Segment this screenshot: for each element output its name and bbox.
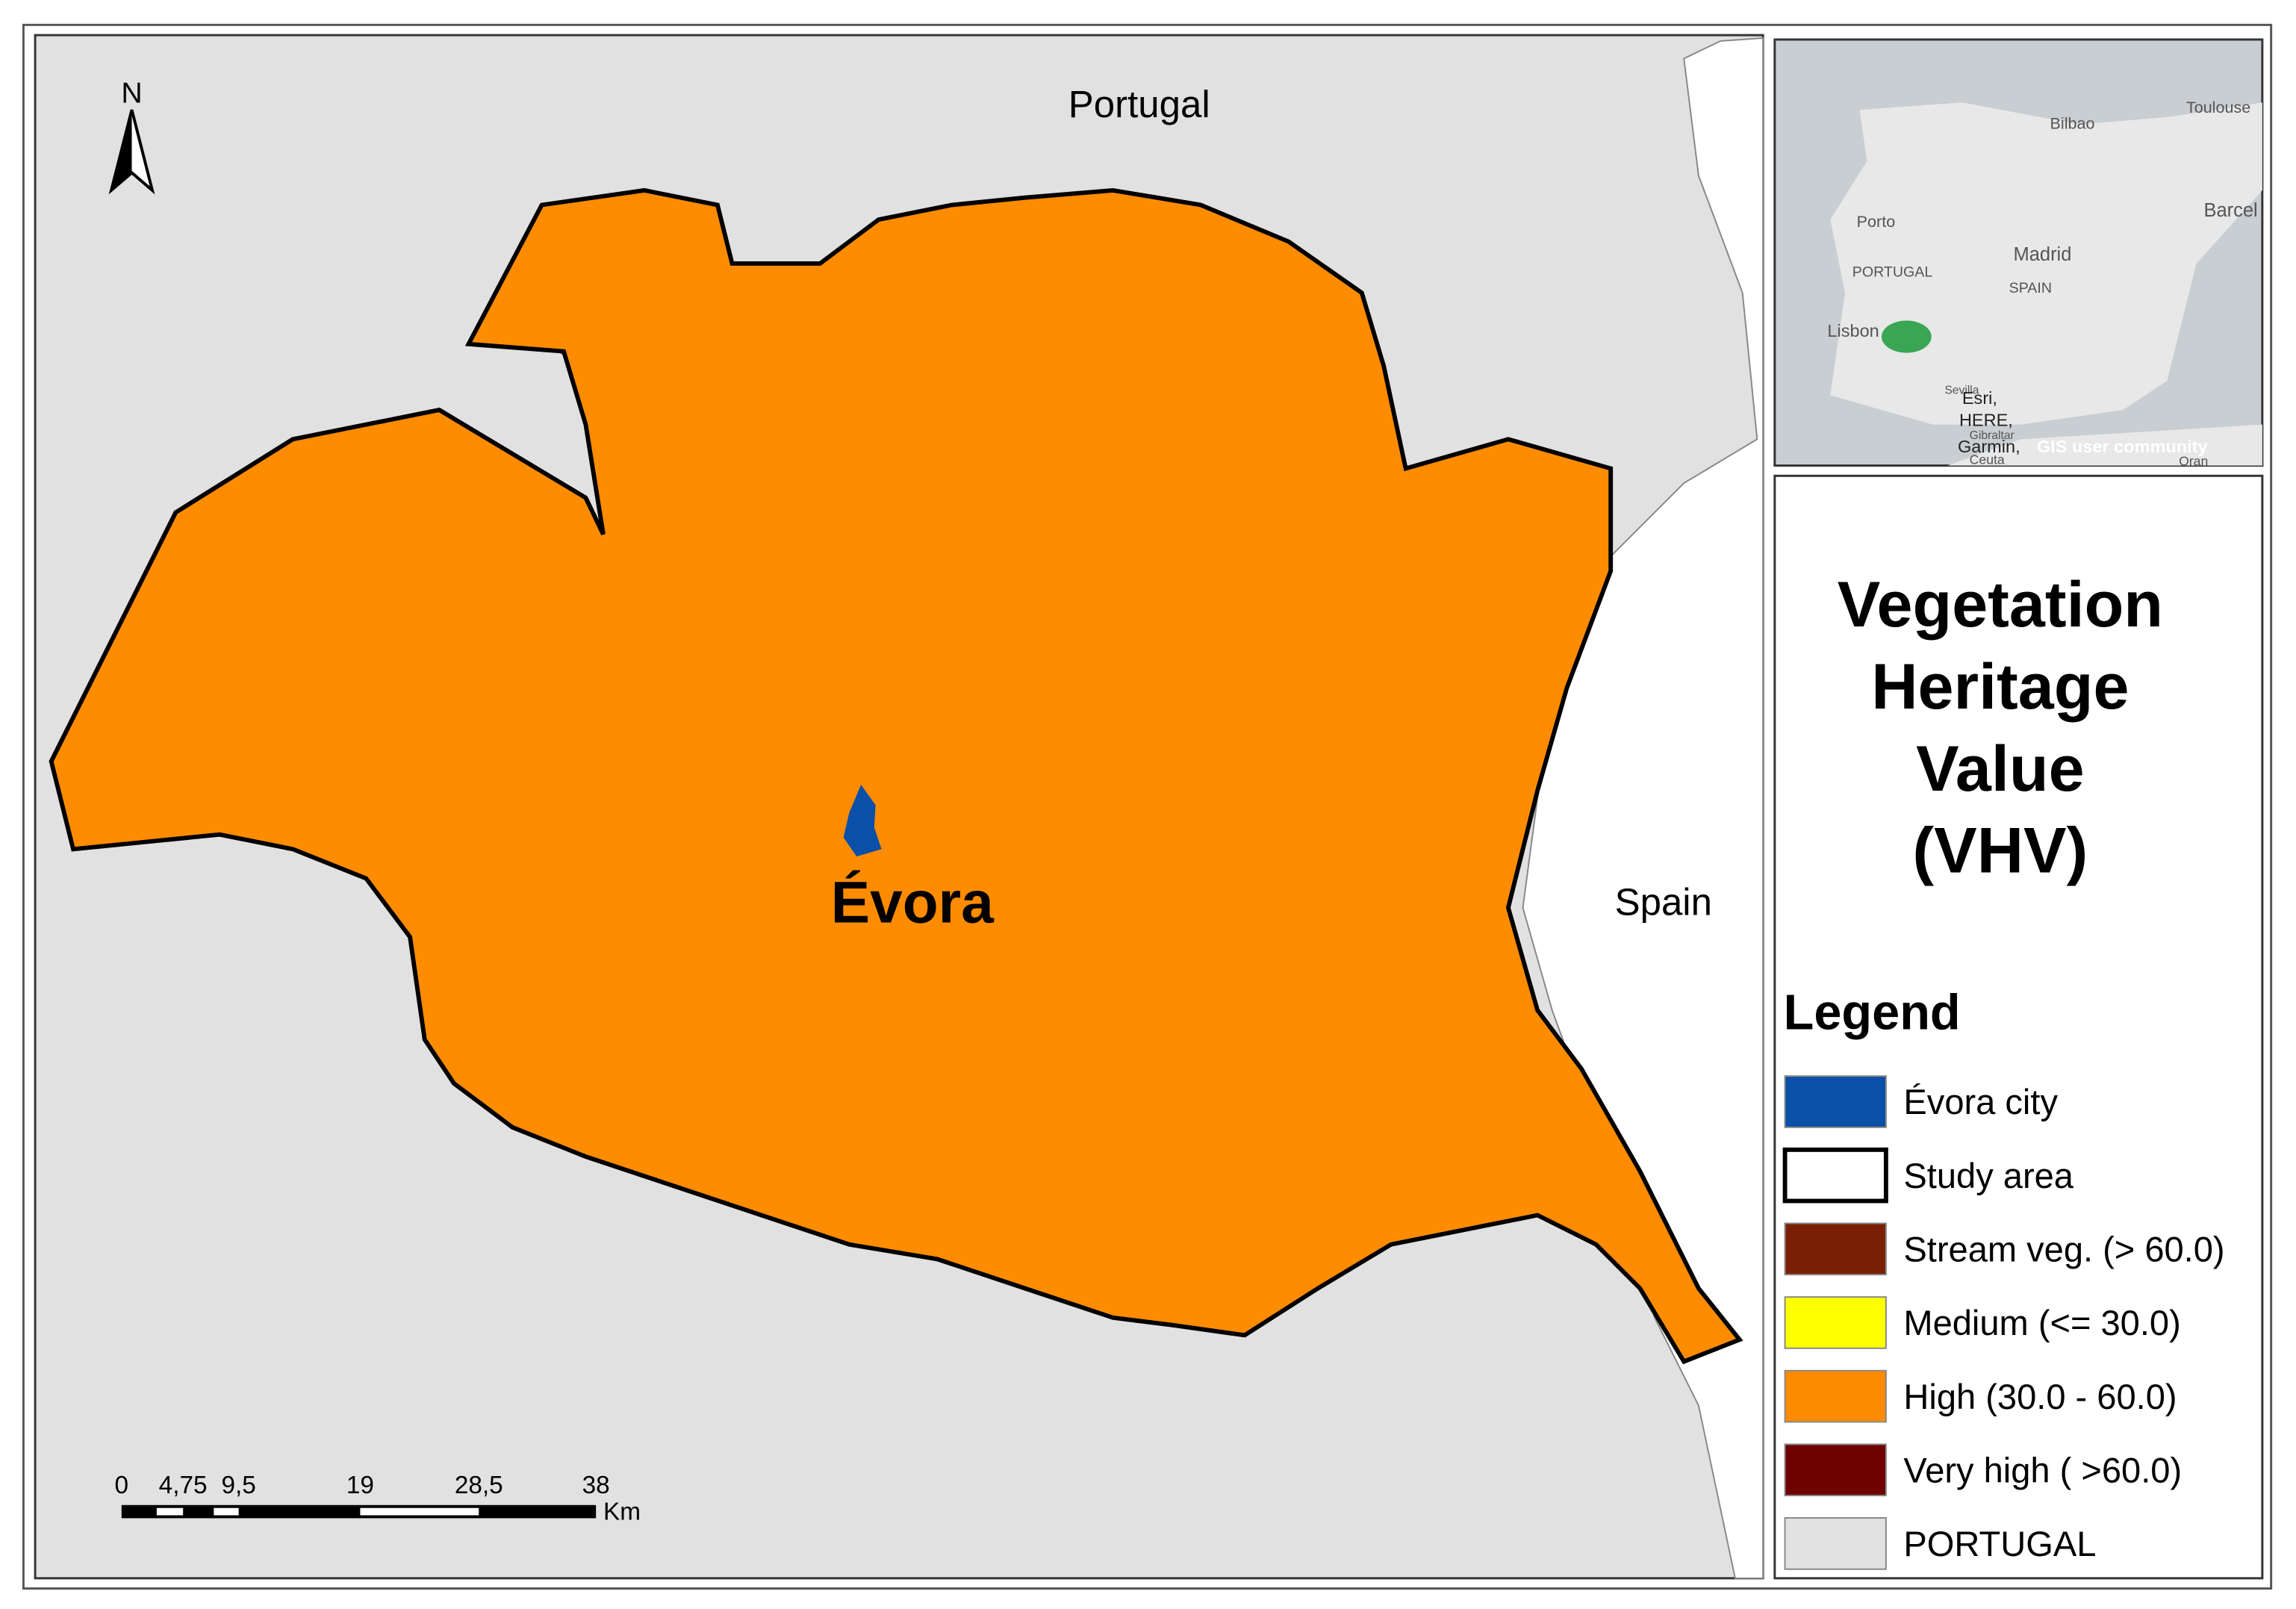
- scale-bar-segment: [360, 1507, 479, 1516]
- country-label: Spain: [1615, 881, 1712, 924]
- legend-swatch: [1784, 1443, 1887, 1497]
- legend-title: Vegetation: [1838, 569, 2163, 641]
- inset-label: HERE,: [1959, 411, 2013, 430]
- north-label: N: [121, 77, 142, 109]
- inset-label: Sevilla: [1944, 384, 1979, 396]
- scale-bar-segment: [156, 1507, 184, 1516]
- legend-label: High (30.0 - 60.0): [1903, 1377, 2177, 1416]
- inset-label: Lisbon: [1827, 321, 1879, 340]
- country-label: Portugal: [1068, 83, 1210, 125]
- legend-swatch: [1784, 1222, 1887, 1276]
- inset-label: PORTUGAL: [1852, 264, 1933, 281]
- legend-swatch: [1784, 1369, 1887, 1423]
- legend-title: Value: [1916, 733, 2084, 805]
- inset-label: Madrid: [2014, 244, 2072, 265]
- evora-city: [843, 785, 882, 857]
- legend-label: PORTUGAL: [1903, 1524, 2096, 1563]
- legend-swatch: [1784, 1296, 1887, 1349]
- inset-map: Toulouse Bilbao Porto Barcel Madrid PORT…: [1773, 38, 2264, 469]
- scale-bar-base: [121, 1504, 597, 1519]
- legend-label: Stream veg. (> 60.0): [1903, 1229, 2224, 1269]
- city-label: Évora: [831, 869, 995, 935]
- inset-label: GIS user community: [2037, 437, 2208, 456]
- inset-label: Esri,: [1962, 388, 1997, 408]
- legend-swatch: [1784, 1517, 1887, 1570]
- inset-land: [1830, 102, 2262, 425]
- legend-items: Évora city Study area Stream veg. (> 60.0)…: [1782, 1075, 2225, 1570]
- spain-area: [1522, 37, 1764, 1579]
- inset-label: Gibraltar: [1970, 429, 2015, 442]
- inset-label: Ceuta: [1970, 452, 2005, 467]
- legend-label: Medium (<= 30.0): [1903, 1303, 2180, 1342]
- scale-bar: 0 4,75 9,5 19 28,5 38 Km: [114, 1472, 640, 1525]
- legend-swatch: [1782, 1147, 1888, 1204]
- inset-study-area: [1882, 320, 1932, 353]
- inset-label: Bilbao: [2050, 114, 2095, 133]
- scale-bar-segment: [214, 1507, 239, 1516]
- scale-unit: Km: [603, 1498, 641, 1525]
- legend-label: Évora city: [1903, 1082, 2058, 1121]
- inset-label: Garmin,: [1958, 437, 2020, 456]
- scale-label: 4,75: [159, 1472, 208, 1499]
- legend-heading: Legend: [1784, 985, 1961, 1040]
- scale-label: 0: [114, 1472, 128, 1499]
- inset-label: Barcel: [2203, 200, 2257, 221]
- legend-label: Study area: [1903, 1156, 2073, 1195]
- inset-label: Porto: [1857, 212, 1896, 231]
- legend-label: Very high ( >60.0): [1903, 1450, 2182, 1490]
- legend-swatch: [1784, 1075, 1887, 1128]
- scale-label: 19: [346, 1472, 374, 1499]
- legend-title: Heritage: [1871, 651, 2129, 723]
- inset-land: [1947, 424, 2262, 466]
- scale-label: 9,5: [221, 1472, 255, 1499]
- scale-label: 28,5: [455, 1472, 503, 1499]
- inset-label: SPAIN: [2009, 280, 2052, 296]
- scale-label: 38: [582, 1472, 610, 1499]
- inset-label: Oran: [2179, 454, 2208, 469]
- outer-frame: [22, 23, 2273, 1590]
- inset-label: Toulouse: [2186, 98, 2250, 116]
- legend-title: (VHV): [1912, 815, 2088, 887]
